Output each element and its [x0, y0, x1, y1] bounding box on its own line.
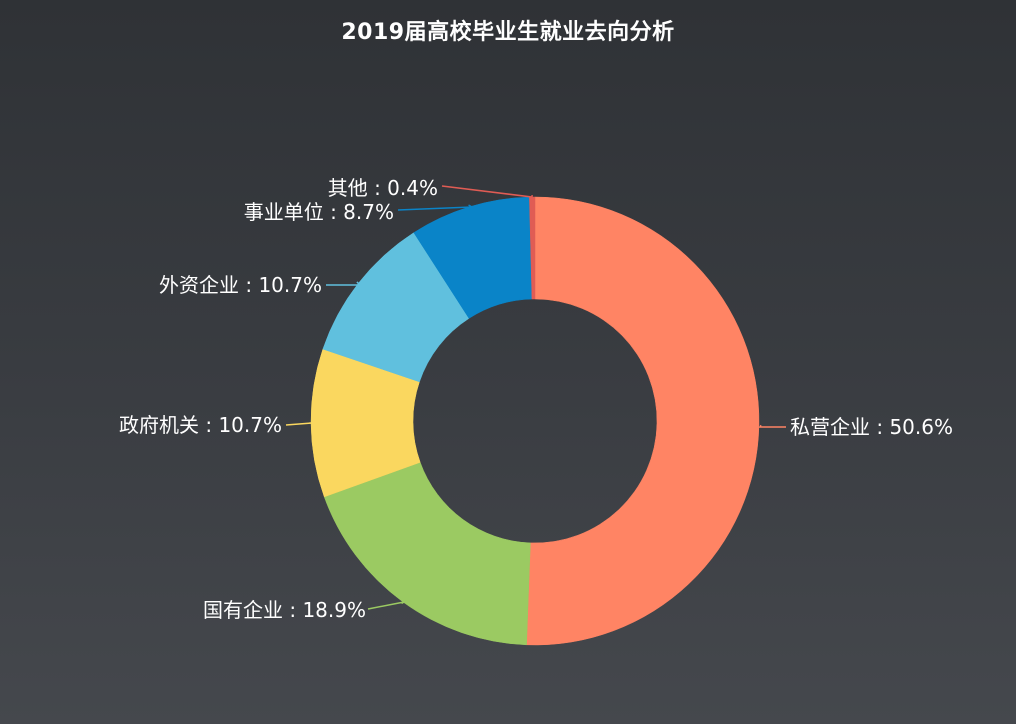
leader-line-4 [326, 281, 362, 286]
chart-title: 2019届高校毕业生就业去向分析 [341, 20, 675, 45]
leader-line-6 [441, 185, 533, 198]
slice-label-3: 政府机关 : 10.7% [119, 413, 282, 437]
slice-2 [323, 462, 531, 646]
leader-line-2 [367, 601, 405, 610]
leader-line-1 [758, 424, 786, 428]
leader-line-5 [397, 204, 475, 211]
slices-layer [310, 196, 760, 646]
slice-label-4: 外资企业 : 10.7% [159, 273, 322, 297]
leader-lines-layer [285, 185, 786, 610]
slice-label-5: 事业单位 : 8.7% [244, 200, 394, 224]
labels-layer: 私营企业 : 50.6% 国有企业 : 18.9% 政府机关 : 10.7% 外资企业… [119, 176, 953, 622]
slice-label-2: 国有企业 : 18.9% [203, 598, 366, 622]
slice-1 [526, 196, 760, 646]
slice-label-6: 其他 : 0.4% [328, 176, 438, 200]
slice-label-1: 私营企业 : 50.6% [790, 415, 953, 439]
leader-line-3 [285, 422, 313, 426]
